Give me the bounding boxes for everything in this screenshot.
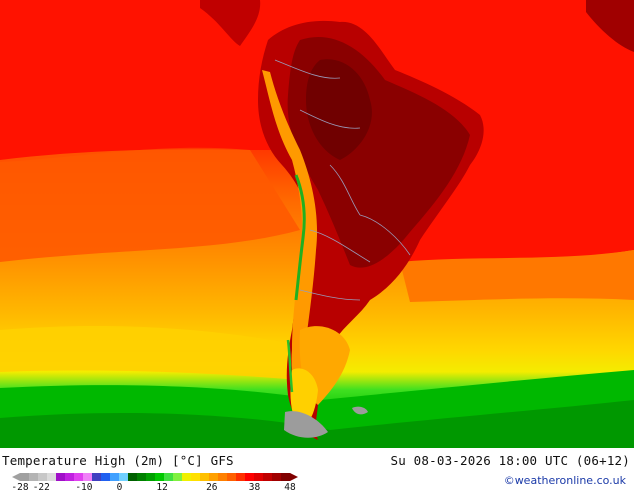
colorbar-segment (209, 473, 219, 481)
tierra-del-fuego (284, 411, 328, 438)
andes-cold-line (294, 174, 306, 301)
africa-corner (586, 0, 634, 52)
andes-cold-line-south (286, 339, 294, 393)
colorbar-segment (137, 473, 147, 481)
colorbar-segment (74, 473, 84, 481)
colorbar-segment (110, 473, 120, 481)
falklands (352, 406, 368, 415)
legend-footer: Temperature High (2m) [°C] GFS Su 08-03-… (0, 448, 634, 490)
colorbar-segment (128, 473, 138, 481)
colorbar-segment (38, 473, 48, 481)
colorbar-tick-label: 26 (206, 482, 218, 490)
map-datetime: Su 08-03-2026 18:00 UTC (06+12) (390, 453, 630, 468)
colorbar-segment (272, 473, 282, 481)
colorbar-segment (236, 473, 246, 481)
colorbar-segment (83, 473, 93, 481)
country-borders (274, 59, 411, 301)
colorbar-segment (20, 473, 30, 481)
atlantic-warm-band (400, 250, 634, 302)
central-america (200, 0, 261, 46)
credit-link[interactable]: ©weatheronline.co.uk (503, 474, 626, 487)
colorbar-segment (191, 473, 201, 481)
colorbar-segment (146, 473, 156, 481)
map-title: Temperature High (2m) [°C] GFS (2, 453, 234, 468)
colorbar-segment (245, 473, 255, 481)
colorbar-segment (263, 473, 273, 481)
colorbar-segment (101, 473, 111, 481)
colorbar-segment (227, 473, 237, 481)
colorbar-max-arrow (290, 473, 298, 481)
colorbar-segment (218, 473, 228, 481)
colorbar-segment (65, 473, 75, 481)
colorbar-tick-label: -22 (33, 482, 50, 490)
colorbar-tick-label: 48 (284, 482, 296, 490)
amazon-dark-core (306, 59, 372, 160)
colorbar-tick-label: 0 (117, 482, 123, 490)
colorbar-min-arrow (12, 473, 20, 481)
colorbar-tick-label: -28 (11, 482, 28, 490)
southern-cold-band-dark (0, 400, 634, 448)
colorbar-segment (47, 473, 57, 481)
colorbar-segment (200, 473, 210, 481)
colorbar-segment (92, 473, 102, 481)
colorbar-tick-label: 12 (156, 482, 167, 490)
colorbar-segment (182, 473, 192, 481)
orange-pacific-band (0, 149, 300, 262)
colorbar-segment (29, 473, 39, 481)
colorbar-segment (254, 473, 264, 481)
colorbar-segment (281, 473, 291, 481)
colorbar-tick-label: -10 (75, 482, 92, 490)
colorbar-tick-label: 38 (249, 482, 261, 490)
colorbar-segment (119, 473, 129, 481)
temperature-map (0, 0, 634, 448)
colorbar-segment (155, 473, 165, 481)
southern-band (0, 325, 300, 380)
colorbar-segment (173, 473, 183, 481)
andes-warm-strip (262, 70, 318, 400)
colorbar: -28 -22 -10 0 12 26 38 48 (11, 473, 298, 490)
colorbar-segment (56, 473, 66, 481)
colorbar-segment (164, 473, 174, 481)
